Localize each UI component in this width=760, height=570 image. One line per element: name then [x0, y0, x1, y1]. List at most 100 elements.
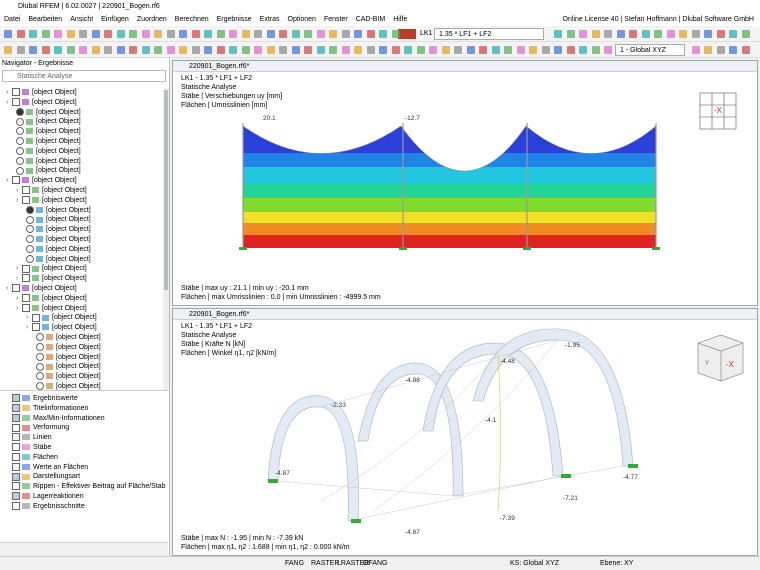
checkbox[interactable] [12, 452, 20, 461]
checkbox[interactable] [12, 394, 20, 403]
toolbar-button[interactable] [304, 46, 312, 54]
checkbox[interactable] [22, 303, 30, 312]
toolbar-button[interactable] [116, 30, 125, 38]
toolbar-button[interactable] [729, 46, 737, 54]
checkbox[interactable] [12, 433, 20, 442]
tree-item[interactable]: › [object Object] [16, 274, 87, 284]
toolbar-button[interactable] [4, 30, 12, 38]
checkbox[interactable] [12, 482, 20, 491]
toolbar-button[interactable] [379, 30, 387, 38]
tree-item[interactable]: [object Object] [36, 382, 101, 390]
toolbar-button[interactable] [341, 30, 350, 38]
toolbar-button[interactable] [504, 46, 512, 54]
radio-button[interactable] [26, 254, 34, 263]
checkbox[interactable] [12, 284, 20, 293]
toolbar-button[interactable] [41, 30, 50, 38]
toolbar-button[interactable] [691, 30, 700, 38]
toolbar-button[interactable] [191, 30, 200, 38]
toolbar-button[interactable] [691, 46, 700, 54]
tree-item[interactable]: [object Object] [26, 235, 91, 245]
toolbar-button[interactable] [341, 46, 350, 54]
checkbox[interactable] [22, 293, 30, 302]
toolbar-button[interactable] [716, 30, 725, 38]
tree-item[interactable]: › [object Object] [6, 176, 77, 186]
toolbar-button[interactable] [216, 46, 225, 54]
toolbar-button[interactable] [729, 30, 737, 38]
tree-item[interactable]: [object Object] [16, 107, 81, 118]
menu-item[interactable]: Optionen [287, 16, 316, 23]
toolbar-button[interactable] [29, 46, 37, 54]
load-case[interactable]: LK1 [420, 30, 433, 37]
toolbar-button[interactable] [79, 30, 87, 38]
menu-item[interactable]: Einfügen [101, 16, 129, 23]
toolbar-button[interactable] [266, 30, 275, 38]
toolbar-button[interactable] [641, 30, 650, 38]
toolbar-button[interactable] [479, 46, 487, 54]
toolbar-button[interactable] [29, 30, 37, 38]
checkbox[interactable] [12, 492, 20, 501]
toolbar-button[interactable] [4, 46, 12, 54]
toolbar-button[interactable] [304, 30, 312, 38]
tree-item[interactable]: [object Object] [36, 372, 101, 382]
display-item[interactable]: Werte an Flächen [6, 462, 88, 473]
tree-item[interactable]: › [object Object] [6, 88, 77, 98]
checkbox[interactable] [12, 403, 20, 412]
toolbar-button[interactable] [16, 30, 25, 38]
checkbox[interactable] [12, 88, 20, 97]
radio-button[interactable] [36, 372, 44, 381]
toolbar-button[interactable] [404, 46, 412, 54]
toolbar-button[interactable] [66, 30, 75, 38]
radio-button[interactable] [16, 156, 24, 165]
toolbar-button[interactable] [91, 46, 100, 54]
toolbar-button[interactable] [279, 46, 287, 54]
menu-item[interactable]: CAD-BIM [355, 16, 386, 23]
toolbar-button[interactable] [229, 30, 237, 38]
radio-button[interactable] [16, 127, 24, 136]
display-item[interactable]: Flächen [6, 452, 58, 463]
toolbar-button[interactable] [466, 46, 475, 54]
analysis-dropdown[interactable]: Statische Analyse [2, 70, 166, 82]
toolbar-button[interactable] [316, 30, 325, 38]
tree-item[interactable]: [object Object] [16, 146, 81, 157]
radio-button[interactable] [26, 215, 34, 224]
toolbar-button[interactable] [154, 30, 162, 38]
toolbar-button[interactable] [741, 46, 750, 54]
toolbar-button[interactable] [416, 46, 425, 54]
tree-item[interactable]: [object Object] [16, 156, 81, 167]
toolbar-button[interactable] [166, 46, 175, 54]
toolbar-button[interactable] [541, 46, 550, 54]
toolbar-button[interactable] [129, 46, 137, 54]
radio-button[interactable] [36, 352, 44, 361]
toolbar-button[interactable] [204, 46, 212, 54]
toolbar-button[interactable] [441, 46, 450, 54]
combo-dropdown[interactable]: 1.35 * LF1 + LF2 [434, 28, 544, 40]
radio-button[interactable] [16, 166, 24, 175]
toolbar-button[interactable] [666, 30, 675, 38]
toolbar-button[interactable] [266, 46, 275, 54]
display-item[interactable]: Ergebnisschnitte [6, 501, 85, 512]
toolbar-button[interactable] [529, 46, 537, 54]
toolbar-button[interactable] [654, 30, 662, 38]
checkbox[interactable] [12, 443, 20, 452]
radio-button[interactable] [36, 333, 44, 342]
toolbar-button[interactable] [366, 30, 375, 38]
menu-item[interactable]: Fenster [323, 16, 348, 23]
checkbox[interactable] [12, 501, 20, 510]
toolbar-button[interactable] [141, 46, 150, 54]
toolbar-button[interactable] [604, 30, 612, 38]
checkbox[interactable] [12, 423, 20, 432]
toolbar-button[interactable] [379, 46, 387, 54]
tree-item[interactable]: › [object Object] [26, 323, 97, 333]
display-item[interactable]: Stäbe [6, 443, 51, 453]
toolbar-button[interactable] [616, 30, 625, 38]
toolbar-button[interactable] [329, 30, 337, 38]
toolbar-button[interactable] [154, 46, 162, 54]
toolbar-button[interactable] [91, 30, 100, 38]
toolbar-button[interactable] [166, 30, 175, 38]
toolbar-button[interactable] [741, 30, 750, 38]
toolbar-button[interactable] [366, 46, 375, 54]
toolbar-button[interactable] [704, 46, 712, 54]
tree-item[interactable]: [object Object] [26, 205, 91, 216]
toolbar-button[interactable] [66, 46, 75, 54]
radio-button[interactable] [16, 107, 24, 116]
